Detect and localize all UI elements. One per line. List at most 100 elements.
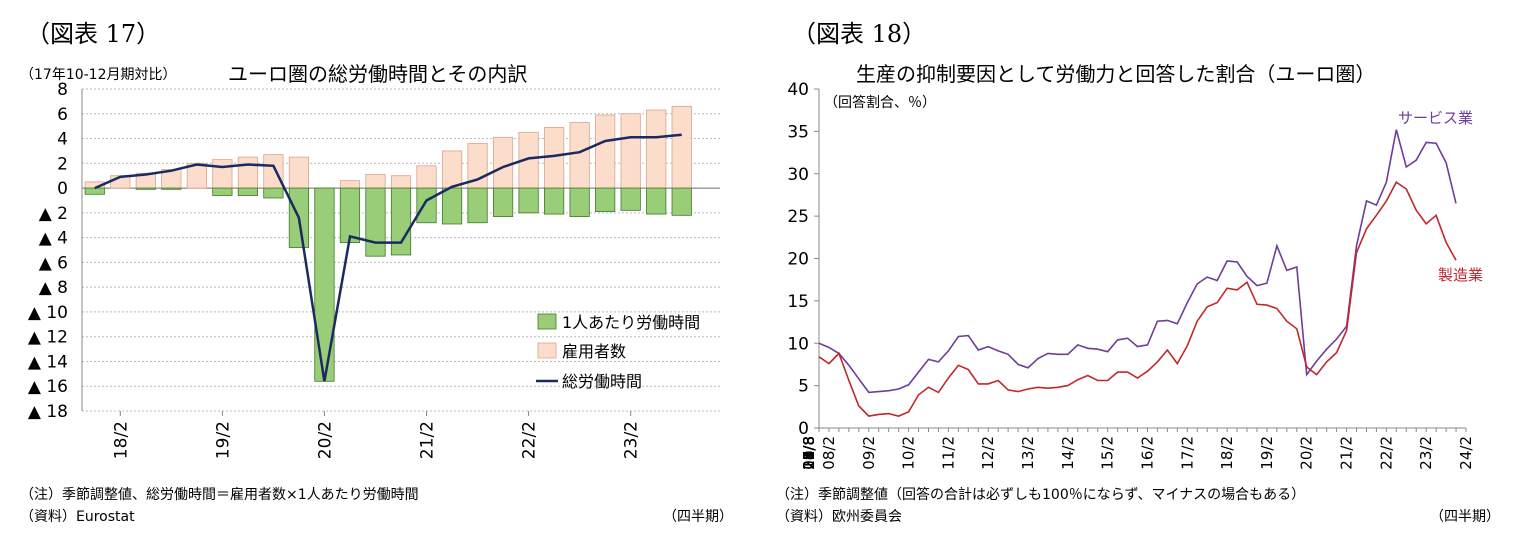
- hours-per-person-bar: [365, 187, 386, 257]
- hours-per-person-bar: [416, 187, 437, 224]
- x-tick-label: 19/2: [213, 421, 233, 459]
- y-tick-label: 40: [787, 80, 809, 100]
- y-tick-label: 25: [787, 207, 809, 227]
- x-tick-label: 23/2: [1417, 436, 1435, 470]
- right-period-label: （四半期）: [1430, 509, 1500, 525]
- x-tick-label: 18/2: [111, 421, 131, 459]
- x-tick-label: 20/8: [800, 436, 818, 470]
- x-tick-label: 15/8: [800, 436, 818, 470]
- right-figure-label: （図表 18）: [792, 20, 927, 48]
- legend-label-total: 総労働時間: [562, 372, 642, 391]
- y-tick-label: ▲ 18: [28, 402, 68, 422]
- x-tick-label: 17/2: [1178, 436, 1196, 470]
- employees-bar: [646, 109, 667, 189]
- x-tick-label: 08/8: [800, 436, 818, 470]
- services-series-label: サービス業: [1398, 109, 1473, 127]
- y-tick-label: 8: [57, 80, 68, 100]
- manufacturing-line: [818, 181, 1457, 417]
- left-figure-label: （図表 17）: [26, 20, 161, 48]
- left-note: （注）季節調整値、総労働時間＝雇用者数×1人あたり労働時間: [20, 487, 419, 503]
- x-tick-label: 20/2: [315, 421, 335, 459]
- legend-swatch-employees: [537, 342, 557, 359]
- y-tick-label: ▲ 2: [39, 204, 68, 224]
- x-tick-label: 22/2: [520, 421, 540, 459]
- x-tick-label: 19/8: [800, 436, 818, 470]
- y-tick-label: 4: [57, 130, 68, 150]
- x-tick-label: 16/2: [1138, 436, 1156, 470]
- hours-per-person-bar: [314, 187, 335, 382]
- x-tick-label: 17/8: [800, 436, 818, 470]
- x-tick-label: 23/2: [622, 421, 642, 459]
- y-tick-label: 20: [787, 250, 809, 270]
- hours-per-person-bar: [237, 187, 258, 196]
- employees-bar: [212, 159, 233, 189]
- hours-per-person-bar: [161, 187, 182, 190]
- employees-bar: [263, 154, 284, 189]
- y-tick-label: 35: [787, 122, 809, 142]
- y-tick-label: 15: [787, 292, 809, 312]
- x-tick-label: 14/8: [800, 436, 818, 470]
- employees-bar: [492, 136, 514, 189]
- y-tick-label: ▲ 8: [39, 278, 68, 298]
- employees-bar: [390, 175, 412, 189]
- left-chart-plot: 8 6 4 2 0 ▲ 2 ▲ 4 ▲ 6 ▲ 8 ▲ 10 ▲ 12 ▲ 14 ▲ 16 ▲ 18 18/…: [28, 80, 720, 459]
- y-tick-label: ▲ 6: [39, 253, 68, 273]
- services-line: [818, 129, 1457, 394]
- y-tick-label: ▲ 12: [28, 328, 68, 348]
- employees-bar: [339, 180, 361, 189]
- y-tick-label: 0: [57, 179, 68, 199]
- y-tick-label: ▲ 4: [39, 229, 68, 249]
- hours-per-person-bar: [467, 187, 488, 224]
- left-period-label: （四半期）: [663, 509, 733, 525]
- right-chart-title: 生産の抑制要因として労働力と回答した割合（ユーロ圏）: [856, 62, 1376, 86]
- x-tick-label: 14/2: [1059, 436, 1077, 470]
- right-chart-plot: 0 5 10 15 20 25 30 35 40 08/208/8 09/2 09/8 10/2 10/8…: [787, 80, 1483, 470]
- x-tick-label: 23/8: [800, 436, 818, 470]
- y-tick-label: ▲ 14: [28, 352, 68, 372]
- left-source: （資料）Eurostat: [20, 509, 135, 525]
- x-tick-label: 13/2: [1019, 436, 1037, 470]
- hours-per-person-bar: [84, 187, 105, 195]
- legend-label-hours: 1人あたり労働時間: [562, 313, 700, 332]
- x-tick-label: 16/8: [800, 436, 818, 470]
- hours-per-person-bar: [646, 187, 667, 215]
- hours-per-person-bar: [135, 187, 156, 190]
- legend-swatch-hours: [537, 313, 557, 330]
- right-note: （注）季節調整値（回答の合計は必ずしも100％にならず、マイナスの場合もある）: [776, 487, 1306, 503]
- x-tick-label: 18/8: [800, 436, 818, 470]
- hours-per-person-bar: [620, 187, 641, 211]
- x-tick-label: 19/2: [1258, 436, 1276, 470]
- x-tick-label: 08/2: [820, 436, 838, 470]
- employees-bar: [569, 122, 590, 189]
- hours-per-person-bar: [441, 187, 463, 225]
- x-tick-label: 12/8: [800, 436, 818, 470]
- y-tick-label: 6: [57, 105, 68, 125]
- right-unit-label: （回答割合、％）: [824, 95, 936, 111]
- y-tick-label: 0: [798, 419, 809, 439]
- hours-per-person-bar: [518, 187, 539, 214]
- x-tick-label: 10/8: [800, 436, 818, 470]
- x-tick-label: 22/8: [800, 436, 818, 470]
- employees-bar: [441, 150, 463, 189]
- total-hours-line: [94, 133, 682, 382]
- x-tick-label: 13/8: [800, 436, 818, 470]
- x-tick-label: 11/2: [939, 436, 957, 470]
- employees-bar: [288, 156, 310, 189]
- right-source: （資料）欧州委員会: [776, 509, 902, 525]
- y-tick-label: 5: [798, 377, 809, 397]
- x-tick-label: 11/8: [800, 436, 818, 470]
- x-tick-label: 09/8: [800, 436, 818, 470]
- employees-bar: [595, 114, 616, 189]
- employees-bar: [416, 165, 437, 189]
- hours-per-person-bar: [212, 187, 233, 196]
- hours-per-person-bar: [569, 187, 590, 217]
- x-tick-label: 20/2: [1298, 436, 1316, 470]
- legend-label-employees: 雇用者数: [562, 342, 626, 361]
- x-tick-label: 21/2: [1338, 436, 1356, 470]
- y-tick-label: ▲ 16: [28, 377, 68, 397]
- employees-bar: [620, 113, 641, 189]
- hours-per-person-bar: [492, 187, 514, 217]
- x-tick-label: 09/2: [860, 436, 878, 470]
- hours-per-person-bar: [544, 187, 565, 215]
